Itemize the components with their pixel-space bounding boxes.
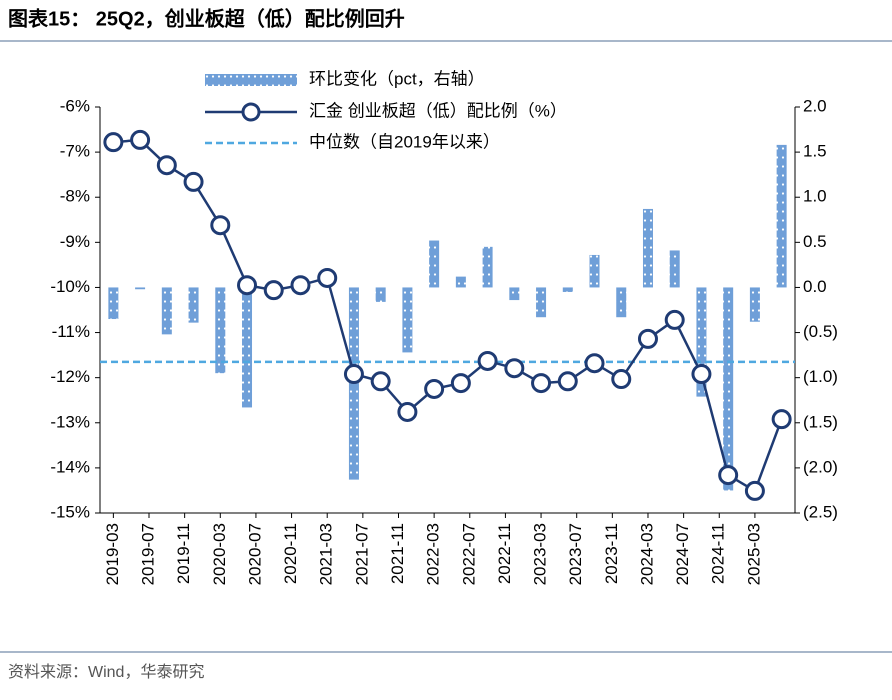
x-tick-label: 2023-03 (531, 523, 550, 585)
marker (531, 373, 552, 394)
x-tick-label: 2021-11 (388, 523, 407, 584)
marker (130, 129, 151, 150)
y2-tick-label: 0.5 (803, 232, 827, 251)
bar (776, 144, 787, 288)
bar (723, 287, 734, 491)
y-tick-label: -12% (50, 367, 90, 386)
bar (429, 240, 440, 288)
marker (504, 358, 525, 379)
x-tick-label: 2020-11 (281, 523, 300, 584)
y2-tick-label: 2.0 (803, 96, 827, 115)
marker (210, 215, 231, 236)
legend-swatch (205, 74, 297, 86)
marker (557, 371, 578, 392)
x-tick-label: 2019-07 (138, 523, 157, 585)
marker (450, 373, 471, 394)
y-tick-label: -8% (60, 187, 90, 206)
legend-label: 汇金 创业板超（低）配比例（%） (309, 101, 567, 120)
marker (290, 275, 311, 296)
bar (696, 287, 707, 397)
marker (718, 465, 739, 486)
y2-tick-label: (2.0) (803, 457, 838, 476)
x-tick-label: 2022-07 (459, 523, 478, 585)
marker (103, 132, 124, 153)
marker (584, 353, 605, 374)
bar (375, 287, 386, 302)
y2-tick-label: 1.0 (803, 187, 827, 206)
marker (370, 371, 391, 392)
y-tick-label: -15% (50, 502, 90, 521)
x-tick-label: 2025-03 (744, 523, 763, 585)
y2-tick-label: (1.5) (803, 412, 838, 431)
marker (156, 155, 177, 176)
bar (509, 287, 520, 301)
marker (477, 350, 498, 371)
y-tick-label: -11% (52, 322, 90, 341)
x-tick-label: 2020-03 (210, 523, 229, 585)
y-tick-label: -6% (60, 96, 90, 115)
bar (562, 287, 573, 292)
x-tick-label: 2021-03 (317, 523, 336, 585)
marker (263, 280, 284, 301)
y2-tick-label: 0.0 (803, 277, 827, 296)
x-tick-label: 2019-03 (103, 523, 122, 585)
bar (402, 287, 413, 353)
legend-label: 环比变化（pct，右轴） (309, 69, 485, 88)
x-tick-label: 2020-07 (245, 523, 264, 585)
marker (317, 267, 338, 288)
x-tick-label: 2023-07 (566, 523, 585, 585)
marker (183, 171, 204, 192)
bar (616, 287, 627, 318)
x-tick-label: 2024-07 (673, 523, 692, 585)
x-tick-label: 2019-11 (174, 523, 193, 584)
bar (749, 287, 760, 322)
x-tick-label: 2023-11 (602, 523, 621, 584)
y-tick-label: -7% (60, 142, 90, 161)
bar (242, 287, 253, 408)
y-tick-label: -10% (50, 277, 90, 296)
bar (455, 276, 466, 288)
bar (482, 246, 493, 288)
marker (744, 480, 765, 501)
marker (771, 409, 792, 430)
bar (188, 287, 199, 323)
marker (691, 364, 712, 385)
marker (237, 275, 258, 296)
x-tick-label: 2022-03 (424, 523, 443, 585)
marker (637, 328, 658, 349)
bar (215, 287, 226, 374)
source: 资料来源：Wind，华泰研究 (8, 663, 204, 681)
legend-marker (241, 102, 261, 122)
bar (161, 287, 172, 335)
chart-title: 图表15： 25Q2，创业板超（低）配比例回升 (8, 6, 405, 30)
y2-tick-label: 1.5 (803, 142, 827, 161)
x-tick-label: 2021-07 (352, 523, 371, 585)
x-tick-label: 2024-03 (637, 523, 656, 585)
y2-tick-label: (2.5) (803, 502, 838, 521)
y-tick-label: -14% (50, 457, 90, 476)
bar (536, 287, 547, 318)
marker (611, 369, 632, 390)
y2-tick-label: (0.5) (803, 322, 838, 341)
bar (108, 287, 119, 320)
marker (664, 309, 685, 330)
y-tick-label: -9% (60, 232, 90, 251)
bar (642, 208, 653, 288)
x-tick-label: 2024-11 (709, 523, 728, 584)
y-tick-label: -13% (50, 412, 90, 431)
marker (343, 364, 364, 385)
x-tick-label: 2022-11 (495, 523, 514, 584)
bar (589, 254, 600, 288)
bar (669, 250, 680, 288)
marker (424, 378, 445, 399)
legend-label: 中位数（自2019年以来） (309, 132, 500, 151)
y2-tick-label: (1.0) (803, 367, 838, 386)
marker (397, 401, 418, 422)
bar (135, 287, 146, 290)
